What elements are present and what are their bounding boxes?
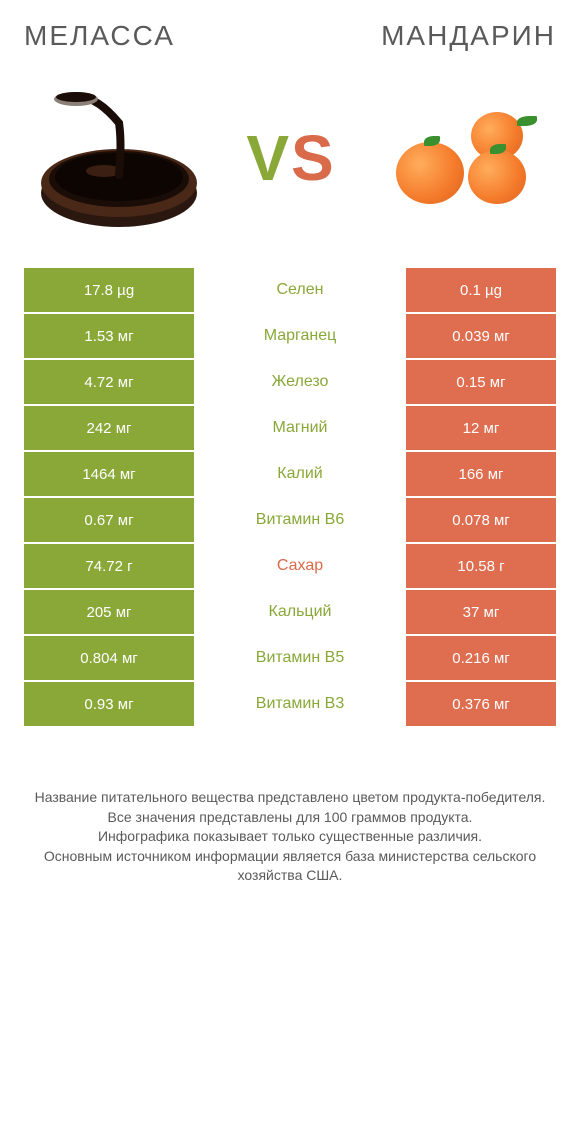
cell-right-value: 12 мг xyxy=(406,406,556,452)
cell-left-value: 0.93 мг xyxy=(24,682,194,728)
cell-right-value: 166 мг xyxy=(406,452,556,498)
cell-right-value: 0.15 мг xyxy=(406,360,556,406)
cell-left-value: 0.67 мг xyxy=(24,498,194,544)
cell-nutrient-label: Калий xyxy=(194,452,406,498)
cell-left-value: 0.804 мг xyxy=(24,636,194,682)
vs-v: V xyxy=(246,121,289,195)
infographic-container: МЕЛАССА MАНДАРИН VS xyxy=(0,0,580,906)
cell-right-value: 10.58 г xyxy=(406,544,556,590)
table-row: 0.804 мгВитамин B50.216 мг xyxy=(24,636,556,682)
cell-nutrient-label: Витамин B5 xyxy=(194,636,406,682)
cell-right-value: 0.216 мг xyxy=(406,636,556,682)
footer-notes: Название питательного вещества представл… xyxy=(24,788,556,886)
cell-nutrient-label: Селен xyxy=(194,268,406,314)
cell-left-value: 4.72 мг xyxy=(24,360,194,406)
cell-left-value: 1.53 мг xyxy=(24,314,194,360)
table-row: 1.53 мгМарганец0.039 мг xyxy=(24,314,556,360)
header: МЕЛАССА MАНДАРИН xyxy=(24,20,556,52)
cell-left-value: 74.72 г xyxy=(24,544,194,590)
cell-nutrient-label: Кальций xyxy=(194,590,406,636)
comparison-table: 17.8 µgСелен0.1 µg1.53 мгМарганец0.039 м… xyxy=(24,268,556,728)
table-row: 242 мгМагний12 мг xyxy=(24,406,556,452)
table-row: 1464 мгКалий166 мг xyxy=(24,452,556,498)
footer-line: Все значения представлены для 100 граммо… xyxy=(32,808,548,828)
product-image-right xyxy=(366,73,556,243)
table-row: 205 мгКальций37 мг xyxy=(24,590,556,636)
cell-left-value: 17.8 µg xyxy=(24,268,194,314)
footer-line: Название питательного вещества представл… xyxy=(32,788,548,808)
cell-left-value: 205 мг xyxy=(24,590,194,636)
product-image-left xyxy=(24,73,214,243)
cell-nutrient-label: Марганец xyxy=(194,314,406,360)
cell-nutrient-label: Сахар xyxy=(194,544,406,590)
table-row: 0.67 мгВитамин B60.078 мг xyxy=(24,498,556,544)
cell-nutrient-label: Витамин B3 xyxy=(194,682,406,728)
images-row: VS xyxy=(24,68,556,248)
table-row: 74.72 гСахар10.58 г xyxy=(24,544,556,590)
title-right: MАНДАРИН xyxy=(381,20,556,52)
cell-right-value: 0.078 мг xyxy=(406,498,556,544)
title-left: МЕЛАССА xyxy=(24,20,175,52)
vs-label: VS xyxy=(246,121,333,195)
table-row: 0.93 мгВитамин B30.376 мг xyxy=(24,682,556,728)
footer-line: Инфографика показывает только существенн… xyxy=(32,827,548,847)
cell-nutrient-label: Витамин B6 xyxy=(194,498,406,544)
cell-left-value: 1464 мг xyxy=(24,452,194,498)
cell-right-value: 0.039 мг xyxy=(406,314,556,360)
cell-right-value: 0.376 мг xyxy=(406,682,556,728)
cell-left-value: 242 мг xyxy=(24,406,194,452)
cell-right-value: 37 мг xyxy=(406,590,556,636)
vs-s: S xyxy=(291,121,334,195)
table-row: 4.72 мгЖелезо0.15 мг xyxy=(24,360,556,406)
cell-right-value: 0.1 µg xyxy=(406,268,556,314)
table-row: 17.8 µgСелен0.1 µg xyxy=(24,268,556,314)
footer-line: Основным источником информации является … xyxy=(32,847,548,886)
cell-nutrient-label: Железо xyxy=(194,360,406,406)
cell-nutrient-label: Магний xyxy=(194,406,406,452)
